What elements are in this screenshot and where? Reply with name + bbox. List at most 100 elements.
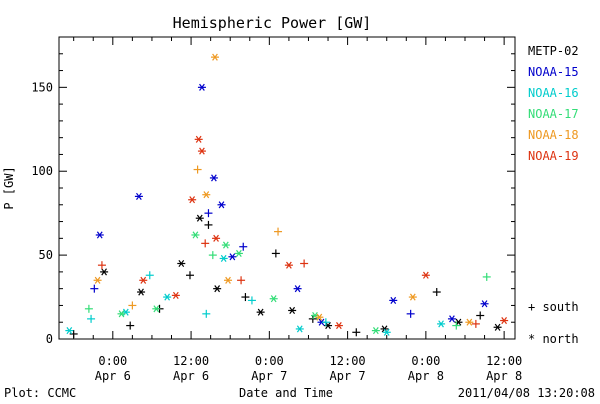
- data-point-north: [65, 327, 74, 335]
- legend-entry: NOAA-15: [528, 65, 579, 79]
- data-point-north: [117, 310, 126, 318]
- marker-stroke: [101, 268, 107, 276]
- y-tick-label: 50: [39, 248, 53, 262]
- data-point-south: [87, 314, 96, 323]
- data-point-north: [293, 285, 302, 293]
- data-point-south: [69, 329, 78, 338]
- data-point-south: [432, 288, 441, 297]
- data-point-north: [202, 191, 211, 199]
- data-point-south: [204, 209, 213, 218]
- marker-stroke: [229, 253, 236, 261]
- marker-stroke: [220, 254, 227, 263]
- plot-credit: Plot: CCMC: [4, 386, 76, 400]
- data-point-north: [137, 288, 146, 296]
- data-point-south: [97, 261, 106, 270]
- x-tick-date-label: Apr 6: [173, 369, 209, 383]
- marker-stroke: [66, 327, 73, 335]
- marker-stroke: [236, 249, 242, 257]
- data-point-north: [95, 231, 104, 239]
- marker-stroke: [153, 305, 160, 313]
- marker-stroke: [390, 296, 397, 304]
- x-tick-time-label: 12:00: [486, 354, 522, 368]
- data-point-south: [185, 271, 194, 280]
- data-point-north: [224, 276, 233, 284]
- data-point-south: [247, 296, 256, 305]
- legend-entry: METP-02: [528, 44, 579, 58]
- marker-stroke: [172, 291, 179, 299]
- data-point-south: [471, 319, 480, 328]
- data-points: [65, 53, 509, 338]
- marker-stroke: [494, 323, 501, 331]
- data-point-south: [126, 321, 135, 330]
- data-point-north: [212, 234, 221, 242]
- marker-stroke: [195, 135, 202, 143]
- y-tick-label: 100: [31, 164, 53, 178]
- marker-stroke: [140, 276, 147, 284]
- data-point-north: [221, 241, 230, 249]
- data-point-north: [500, 316, 509, 325]
- plot-timestamp: 2011/04/08 13:20:08: [458, 386, 595, 400]
- marker-stroke: [199, 83, 205, 91]
- legend: METP-02 NOAA-15 NOAA-16 NOAA-17 NOAA-18 NOAA-…: [528, 44, 579, 163]
- marker-stroke: [409, 293, 416, 301]
- marker-stroke: [203, 191, 210, 199]
- data-point-north: [480, 300, 489, 308]
- data-point-north: [371, 327, 380, 335]
- data-point-north: [188, 196, 197, 204]
- data-point-north: [93, 276, 102, 284]
- data-point-north: [408, 293, 417, 301]
- marker-stroke: [286, 261, 292, 269]
- data-point-south: [90, 284, 99, 293]
- data-point-south: [208, 251, 217, 260]
- y-tick-label: 150: [31, 80, 53, 94]
- x-tick-time-label: 12:00: [330, 354, 366, 368]
- data-point-north: [177, 259, 186, 268]
- data-point-north: [324, 322, 333, 330]
- x-tick-time-label: 0:00: [411, 354, 440, 368]
- data-point-south: [300, 259, 309, 268]
- data-point-south: [204, 220, 213, 229]
- marker-stroke: [214, 285, 221, 293]
- data-point-north: [437, 320, 446, 328]
- data-point-south: [352, 328, 361, 337]
- data-point-south: [145, 271, 154, 280]
- marker-stroke: [336, 322, 342, 330]
- marker-stroke: [438, 320, 444, 328]
- x-tick-date-label: Apr 8: [408, 369, 444, 383]
- marker-stroke: [211, 174, 217, 182]
- legend-south-marker: + south: [528, 300, 579, 314]
- marker-stroke: [192, 231, 199, 239]
- y-tick-label: 0: [46, 332, 53, 346]
- data-point-north: [191, 231, 200, 239]
- plot-frame: [58, 36, 516, 340]
- legend-entry: NOAA-19: [528, 149, 579, 163]
- marker-stroke: [383, 328, 390, 336]
- marker-stroke: [312, 311, 318, 320]
- marker-stroke: [196, 214, 203, 222]
- data-point-south: [84, 304, 93, 313]
- data-point-north: [269, 295, 278, 303]
- legend-entry: NOAA-16: [528, 86, 579, 100]
- data-point-north: [228, 253, 237, 261]
- y-axis: 0 50 100 150: [31, 36, 515, 346]
- marker-stroke: [422, 271, 429, 279]
- x-tick-time-label: 0:00: [255, 354, 284, 368]
- data-point-south: [452, 321, 461, 330]
- data-point-north: [197, 83, 206, 91]
- data-point-north: [197, 147, 206, 155]
- data-point-north: [152, 305, 161, 313]
- marker-stroke: [94, 276, 101, 284]
- data-point-north: [209, 174, 218, 182]
- data-point-south: [271, 249, 280, 258]
- x-tick-time-label: 0:00: [98, 354, 127, 368]
- data-point-north: [234, 249, 243, 257]
- data-point-south: [406, 309, 415, 318]
- y-axis-label: P [GW]: [2, 166, 16, 209]
- data-point-north: [134, 192, 143, 200]
- data-point-south: [193, 165, 202, 174]
- data-point-north: [256, 308, 265, 316]
- marker-stroke: [136, 192, 142, 200]
- marker-stroke: [466, 318, 473, 326]
